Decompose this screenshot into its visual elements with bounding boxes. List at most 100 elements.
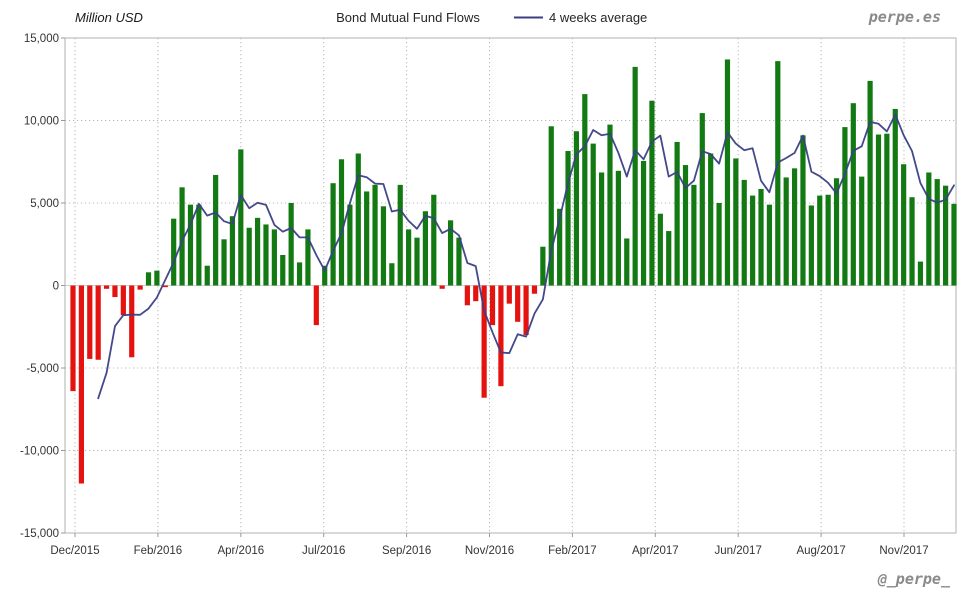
bar-week-40 [397, 184, 403, 286]
bar-week-72 [666, 231, 672, 286]
bar-week-20 [229, 216, 236, 286]
bar-week-91 [825, 194, 831, 286]
bar-week-106 [951, 203, 957, 286]
bar-week-16 [196, 204, 202, 286]
bar-week-66 [615, 170, 621, 286]
bar-week-25 [271, 229, 277, 286]
bar-week-67 [624, 238, 630, 286]
bar-week-43 [422, 211, 428, 286]
bar-week-33 [338, 159, 345, 286]
bar-week-82 [750, 195, 756, 286]
bar-week-95 [859, 176, 865, 286]
bar-week-71 [657, 213, 663, 286]
x-tick-label: Jun/2017 [715, 545, 762, 557]
bar-week-75 [691, 184, 697, 286]
bar-week-12 [162, 285, 168, 288]
bar-week-22 [246, 227, 252, 286]
bar-week-100 [901, 164, 907, 286]
bar-week-39 [389, 263, 395, 286]
bar-week-79 [724, 59, 731, 286]
bar-week-104 [934, 179, 940, 286]
bar-week-96 [867, 80, 873, 286]
bar-week-47 [456, 237, 462, 286]
bar-week-46 [447, 220, 454, 286]
bar-week-31 [322, 265, 328, 286]
bar-week-21 [238, 149, 244, 286]
x-tick-label: Jul/2016 [302, 545, 345, 557]
y-axis-unit-label: Million USD [75, 10, 143, 25]
legend-label: 4 weeks average [549, 10, 647, 25]
bar-week-36 [364, 191, 370, 286]
y-tick-label: -15,000 [20, 528, 59, 540]
bar-week-26 [280, 254, 286, 286]
bar-week-29 [305, 229, 311, 286]
bar-week-55 [523, 285, 529, 335]
bar-week-14 [179, 187, 185, 286]
x-tick-label: Apr/2016 [217, 545, 264, 557]
bar-week-60 [565, 151, 571, 286]
chart-title: Bond Mutual Fund Flows [336, 10, 480, 25]
bar-week-84 [766, 204, 773, 286]
bar-week-59 [557, 208, 563, 286]
bar-week-81 [741, 179, 747, 286]
bar-week-8 [129, 285, 135, 358]
bar-week-17 [204, 265, 210, 286]
bar-week-32 [330, 183, 336, 286]
bar-week-30 [313, 285, 319, 326]
bar-week-2 [78, 285, 84, 484]
bar-week-13 [171, 218, 177, 286]
bar-week-38 [380, 206, 387, 286]
bar-week-53 [506, 285, 512, 304]
bar-week-5 [103, 285, 110, 289]
bar-week-102 [917, 261, 924, 286]
bar-week-86 [783, 177, 789, 286]
bar-week-65 [607, 124, 613, 286]
bar-week-87 [791, 168, 798, 286]
x-tick-label: Sep/2016 [382, 545, 431, 557]
bar-week-52 [498, 285, 504, 387]
bar-week-23 [254, 217, 261, 286]
four-week-average-line [97, 113, 955, 400]
bar-week-69 [640, 160, 647, 286]
bar-week-83 [758, 188, 764, 286]
bar-week-45 [439, 285, 445, 289]
bar-week-101 [909, 197, 915, 286]
bar-week-63 [590, 143, 596, 286]
bar-week-37 [372, 184, 378, 286]
bar-week-3 [87, 285, 93, 359]
bar-week-41 [406, 229, 412, 286]
bar-week-94 [850, 103, 856, 286]
bar-week-80 [733, 158, 739, 286]
bar-week-70 [649, 100, 655, 286]
bar-week-56 [531, 285, 538, 294]
bar-week-19 [221, 239, 227, 286]
bar-week-57 [540, 246, 546, 286]
bar-week-61 [573, 131, 580, 286]
bar-week-9 [137, 285, 143, 290]
bar-week-74 [682, 165, 689, 286]
bar-week-27 [288, 203, 294, 286]
bar-week-62 [582, 94, 588, 286]
bar-week-105 [943, 185, 949, 286]
plot-layer: 15,000 10,000 5,000 0 -5,000 -10,000 -15,000 De… [20, 33, 957, 557]
x-tick-label: Feb/2017 [548, 545, 597, 557]
bar-week-7 [120, 285, 126, 316]
bar-week-1 [70, 285, 76, 392]
bar-week-78 [716, 203, 722, 286]
bar-week-4 [95, 285, 101, 360]
bar-week-64 [599, 172, 605, 286]
bar-week-42 [414, 237, 420, 286]
bar-week-11 [154, 270, 160, 286]
bar-week-44 [431, 194, 437, 286]
bar-week-76 [699, 113, 705, 286]
bar-week-6 [112, 285, 118, 298]
bar-week-85 [775, 61, 781, 286]
x-tick-label: Nov/2016 [465, 545, 514, 557]
y-tick-label: 15,000 [24, 33, 59, 45]
bar-week-89 [808, 205, 814, 286]
bar-week-68 [632, 66, 638, 286]
brand-watermark: perpe.es [868, 8, 941, 26]
bar-week-88 [800, 135, 806, 286]
bar-week-54 [515, 285, 521, 322]
